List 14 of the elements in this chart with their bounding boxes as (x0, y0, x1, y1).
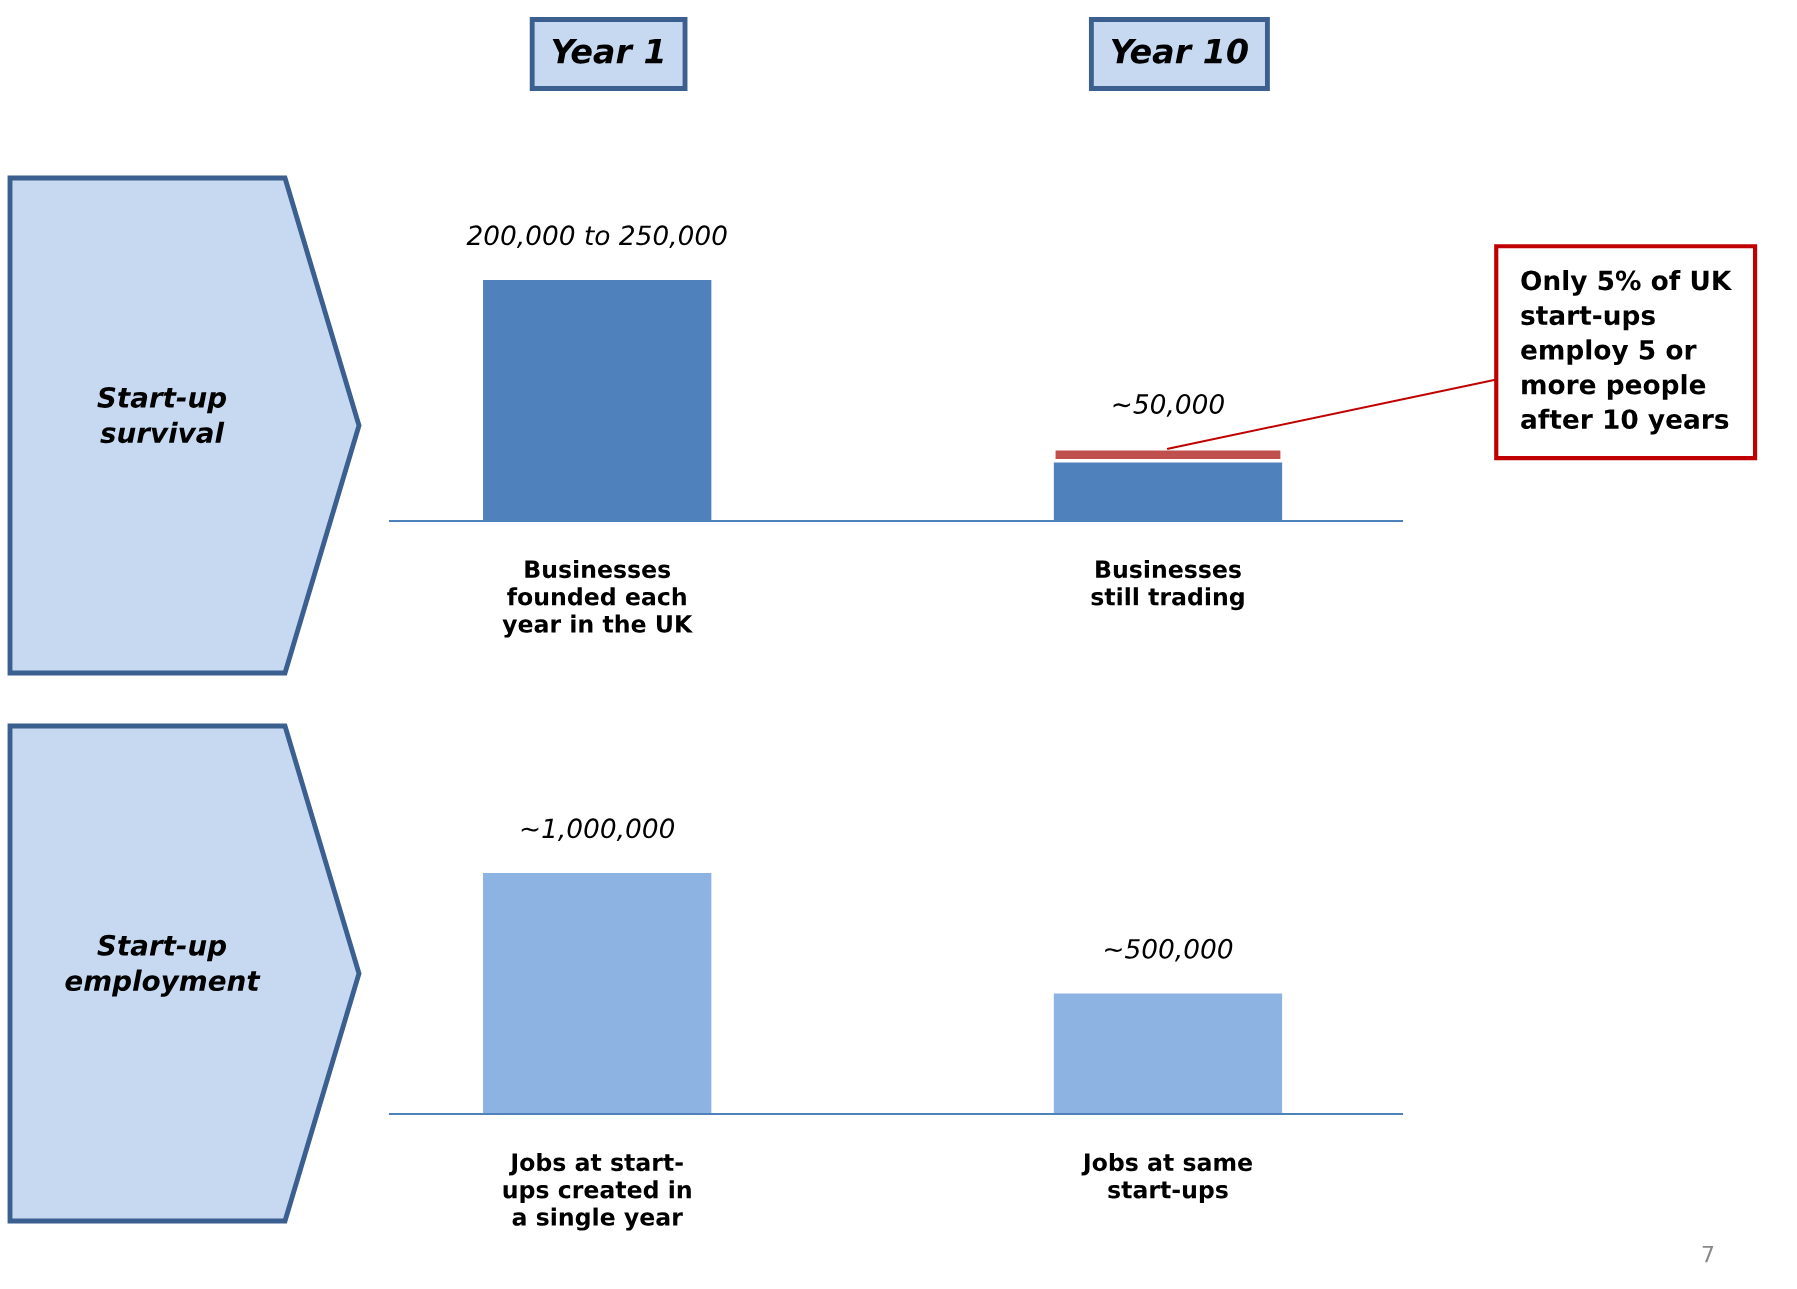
data-label: ~50,000 (1113, 393, 1224, 417)
data-label: ~1,000,000 (521, 818, 675, 841)
text: Year 1 (552, 38, 663, 64)
text: Year 10 (1111, 38, 1248, 64)
annotation: Only 5% of UK start-ups employ 5 or more people after 10 years (1521, 270, 1733, 435)
x-tick-label: Businesses founded each year in the UK (502, 559, 693, 638)
text: 7 (1702, 1245, 1714, 1263)
x-tick-label: Jobs at same start-ups (1081, 1152, 1252, 1204)
x-tick-label: Jobs at start- ups created in a single year (503, 1152, 691, 1231)
x-tick-label: Businesses still trading (1091, 559, 1244, 611)
data-label: 200,000 to 250,000 (466, 225, 727, 248)
data-label: ~500,000 (1105, 938, 1233, 962)
y-axis-title: Start-up employment (65, 934, 261, 997)
y-axis-title: Start-up survival (97, 386, 227, 444)
